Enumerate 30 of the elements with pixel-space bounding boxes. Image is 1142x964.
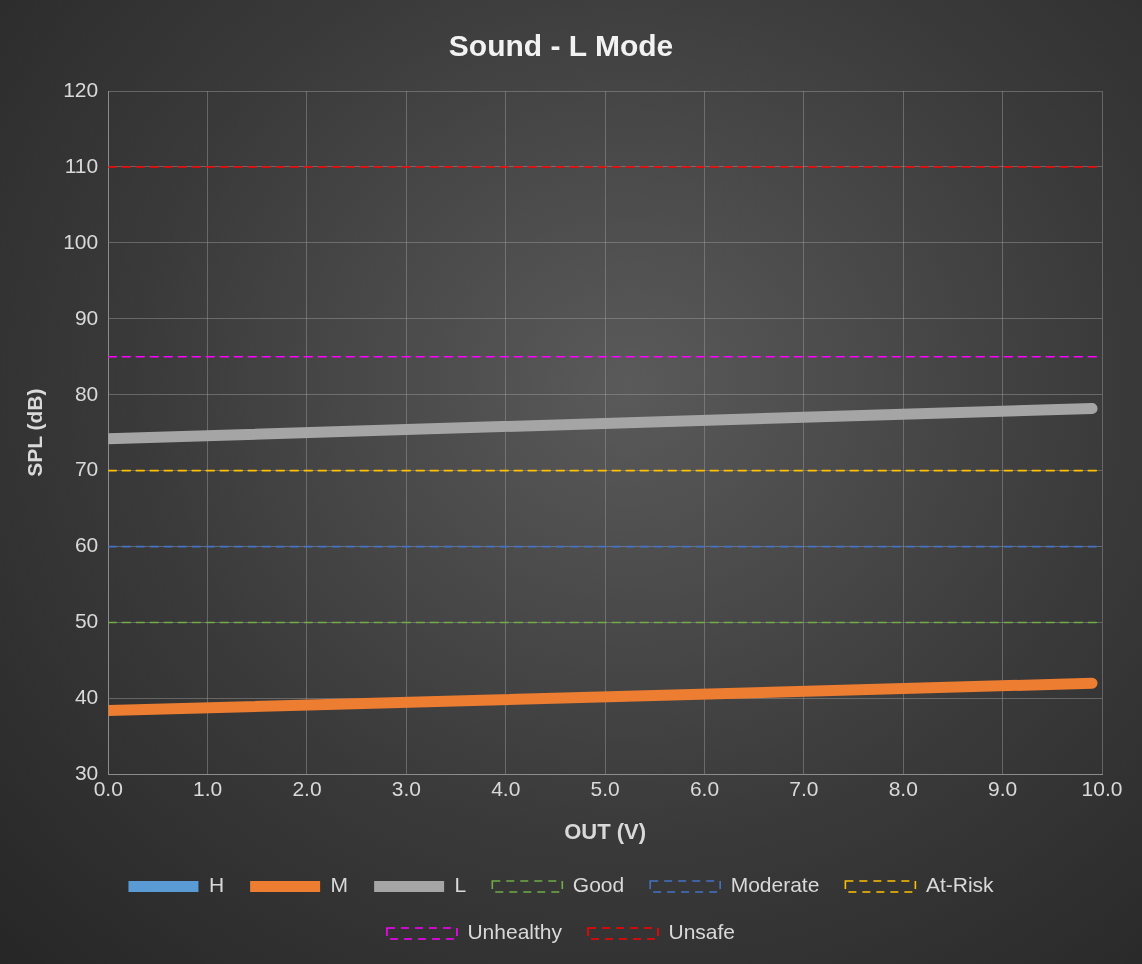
x-axis-title: OUT (V) — [564, 818, 647, 844]
legend-label: At-Risk — [925, 873, 995, 897]
y-tick-label: 100 — [63, 229, 99, 253]
y-tick-label: 80 — [74, 381, 99, 405]
y-tick-label: 90 — [74, 305, 99, 329]
x-tick-label: 4.0 — [491, 776, 521, 800]
x-tick-label: 10.0 — [1081, 776, 1123, 800]
legend-label: Good — [572, 873, 625, 897]
x-tick-label: 5.0 — [590, 776, 620, 800]
chart-title: Sound - L Mode — [448, 29, 674, 63]
legend-label: H — [208, 873, 225, 897]
x-tick-label: 6.0 — [689, 776, 720, 800]
y-tick-label: 110 — [64, 153, 99, 177]
x-tick-label: 1.0 — [193, 776, 223, 800]
x-tick-label: 3.0 — [391, 776, 421, 800]
x-tick-label: 7.0 — [789, 776, 819, 800]
x-tick-label: 9.0 — [988, 776, 1018, 800]
legend-label: L — [454, 873, 467, 897]
y-tick-label: 50 — [74, 609, 99, 633]
legend-label: Moderate — [730, 873, 820, 897]
y-tick-label: 40 — [74, 685, 99, 709]
x-tick-label: 2.0 — [292, 776, 322, 800]
y-tick-label: 60 — [74, 533, 99, 557]
x-tick-label: 8.0 — [888, 776, 918, 800]
y-tick-label: 120 — [63, 77, 99, 101]
y-axis-title: SPL (dB) — [23, 388, 47, 477]
y-tick-label: 70 — [74, 457, 99, 481]
legend-label: Unsafe — [668, 920, 736, 944]
legend-label: Unhealthy — [467, 920, 563, 944]
legend-label: M — [330, 873, 349, 897]
